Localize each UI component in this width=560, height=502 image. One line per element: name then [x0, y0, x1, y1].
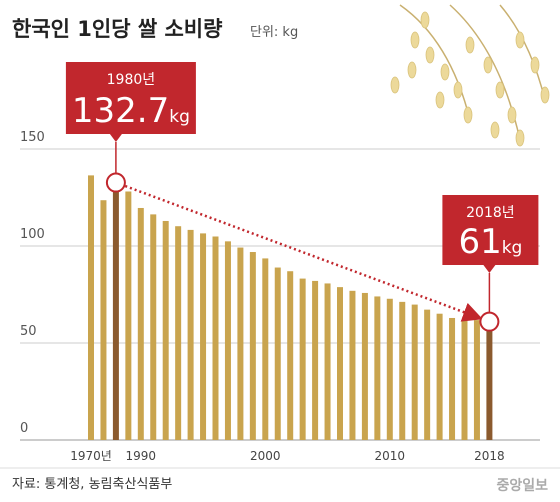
callout-value: 132.7kg	[72, 91, 190, 131]
callout-value: 61kg	[458, 222, 522, 262]
bar	[399, 301, 406, 440]
bar	[262, 258, 269, 440]
highlight-point	[105, 172, 126, 193]
bar	[312, 280, 319, 440]
callout-number: 132.7	[72, 91, 169, 131]
bar	[299, 278, 306, 440]
bar	[150, 214, 157, 440]
bar	[461, 319, 468, 440]
bar	[486, 321, 493, 440]
bar	[100, 200, 107, 440]
x-tick-label: 1970년	[70, 449, 112, 463]
rice-decoration	[390, 4, 550, 147]
callout-pointer	[109, 134, 122, 142]
bar	[349, 290, 356, 440]
chart-title: 한국인 1인당 쌀 소비량	[12, 17, 222, 41]
bar	[112, 182, 119, 440]
callout-pointer	[483, 265, 496, 273]
callout-number: 61	[458, 222, 501, 262]
callout-box	[442, 195, 539, 265]
callout-box	[65, 62, 196, 134]
x-tick-label: 2000	[250, 449, 281, 463]
x-tick-label: 2010	[375, 449, 406, 463]
bar	[224, 241, 231, 440]
bar	[386, 298, 393, 440]
bar	[200, 233, 207, 440]
source: 자료: 통계청, 농림축산식품부	[12, 477, 172, 492]
bar	[88, 175, 94, 440]
y-tick-label: 50	[20, 324, 37, 339]
logo: 중앙일보	[496, 477, 548, 494]
x-tick-label: 2018	[474, 449, 505, 463]
callout-year: 2018년	[466, 205, 515, 221]
bar	[449, 317, 456, 440]
callout-unit: kg	[169, 107, 190, 127]
callout-year: 1980년	[107, 72, 156, 88]
bar	[361, 292, 368, 440]
highlight-point	[479, 311, 500, 332]
y-tick-label: 100	[20, 227, 45, 242]
bar	[424, 309, 431, 440]
bar	[175, 226, 182, 440]
y-tick-label: 0	[20, 421, 28, 436]
bar	[137, 207, 144, 440]
bar	[274, 267, 281, 440]
bar	[212, 236, 219, 440]
bar	[337, 287, 343, 440]
bar	[324, 283, 331, 440]
bar	[187, 229, 194, 440]
callout-unit: kg	[502, 238, 523, 258]
bar	[237, 247, 244, 440]
bar	[436, 313, 443, 440]
bar	[162, 220, 169, 440]
bar	[473, 320, 480, 440]
bar	[411, 304, 418, 440]
bar	[374, 296, 381, 440]
x-tick-label: 1990	[126, 449, 157, 463]
bar	[249, 252, 256, 440]
y-tick-label: 150	[20, 130, 45, 145]
bar	[125, 191, 132, 440]
chart-subtitle: 단위: kg	[250, 25, 298, 40]
bar	[287, 271, 294, 440]
